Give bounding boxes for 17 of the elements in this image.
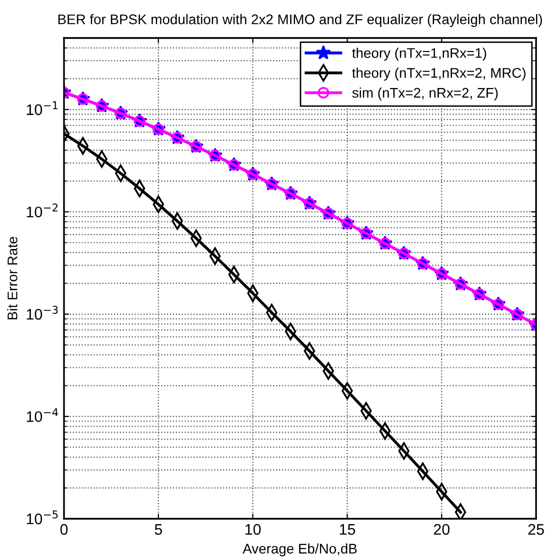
y-tick-label: 10$^{−3}$	[26, 306, 58, 320]
legend-label: sim (nTx=2, nRx=2, ZF)	[352, 88, 498, 100]
x-tick-label: 20	[434, 524, 450, 535]
y-tick-label: 10$^{−4}$	[26, 408, 58, 422]
x-tick-label: 25	[528, 524, 544, 535]
y-axis-title: Bit Error Rate	[7, 236, 18, 320]
x-tick-label: 15	[340, 524, 356, 535]
y-tick-label: 10$^{−2}$	[26, 203, 58, 218]
x-tick-label: 0	[60, 524, 68, 535]
x-axis-title: Average Eb/No,dB	[242, 543, 357, 556]
x-tick-label: 5	[154, 524, 162, 535]
y-tick-label: 10$^{−5}$	[26, 510, 58, 524]
legend-label: theory (nTx=1,nRx=2, MRC)	[352, 68, 526, 81]
x-tick-label: 10	[245, 524, 261, 535]
y-tick-label: 10$^{−1}$	[26, 101, 58, 116]
legend-label: theory (nTx=1,nRx=1)	[352, 48, 486, 61]
chart-title: BER for BPSK modulation with 2x2 MIMO and ZF equalizer (Rayleigh channel)	[58, 14, 542, 28]
